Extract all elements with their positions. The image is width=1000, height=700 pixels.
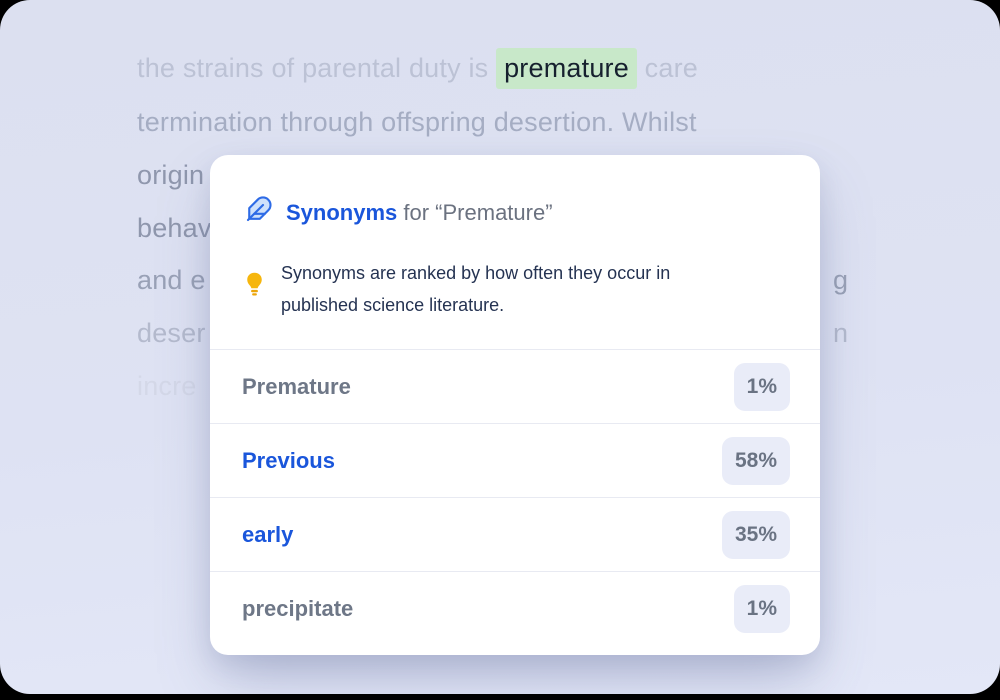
document-line: behav — [137, 213, 212, 243]
document-text-fragment: n — [833, 318, 849, 348]
document-text-fragment: the strains of parental duty is — [137, 53, 497, 83]
lightbulb-icon — [244, 271, 265, 321]
frequency-badge: 35% — [721, 510, 790, 559]
synonym-option-premature[interactable]: Premature 1% — [210, 349, 820, 423]
synonym-word: early — [242, 521, 294, 547]
synonym-word: Previous — [242, 447, 335, 473]
frequency-badge: 1% — [733, 584, 790, 633]
document-text-fragment: care — [636, 53, 698, 83]
quill-icon — [243, 195, 273, 230]
frequency-badge: 58% — [721, 436, 790, 485]
document-line: the strains of parental duty is prematur… — [137, 48, 698, 89]
popup-header: Synonyms for “Premature” — [243, 195, 553, 230]
synonym-word: Premature — [242, 373, 351, 399]
frequency-badge: 1% — [733, 362, 790, 411]
document-line: incre — [137, 371, 197, 401]
synonym-list: Premature 1% Previous 58% early 35% prec… — [210, 349, 820, 655]
document-line: origin — [137, 160, 205, 190]
document-text-fragment: g — [833, 265, 849, 295]
synonym-option-early[interactable]: early 35% — [210, 497, 820, 571]
popup-title-keyword: Synonyms — [286, 199, 398, 225]
synonym-word: precipitate — [242, 595, 354, 621]
synonyms-popup: Synonyms for “Premature” Synonyms are ra… — [210, 155, 820, 655]
ranking-tip-text: Synonyms are ranked by how often they oc… — [281, 263, 671, 315]
highlighted-word[interactable]: premature — [496, 48, 637, 89]
ranking-tip: Synonyms are ranked by how often they oc… — [244, 257, 789, 321]
synonym-option-precipitate[interactable]: precipitate 1% — [210, 571, 820, 645]
popup-title-rest: for “Premature” — [403, 199, 553, 225]
synonym-option-previous[interactable]: Previous 58% — [210, 423, 820, 497]
document-line: deser — [137, 318, 206, 348]
popup-title: Synonyms for “Premature” — [286, 200, 553, 226]
document-line: termination through offspring desertion.… — [137, 107, 697, 137]
document-line: and e — [137, 265, 206, 295]
